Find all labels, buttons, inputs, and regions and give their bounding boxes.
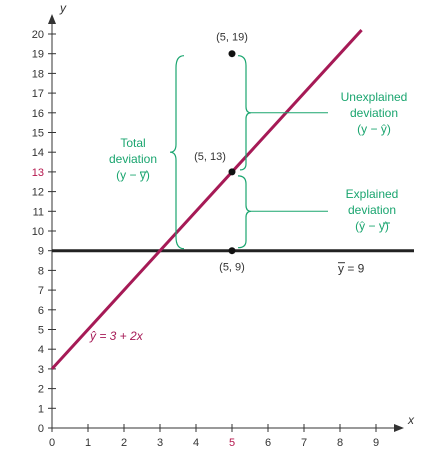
- data-point-label: (5, 9): [219, 262, 245, 274]
- y-tick-label: 10: [32, 226, 44, 238]
- explained-deviation-label-line: (ŷ − y): [355, 219, 389, 233]
- y-tick-label: 9: [38, 246, 44, 258]
- total-deviation-label-line: deviation: [109, 152, 157, 166]
- y-tick-label: 17: [32, 88, 44, 100]
- x-tick-label: 9: [373, 437, 379, 449]
- y-tick-label: 18: [32, 68, 44, 80]
- y-tick-label: 2: [38, 384, 44, 396]
- y-axis-title: y: [59, 1, 67, 15]
- mean-line-label: y = 9: [338, 262, 365, 276]
- x-tick-label: 3: [157, 437, 163, 449]
- data-point: [228, 168, 236, 176]
- y-tick-label: 3: [38, 364, 44, 376]
- y-tick-label: 15: [32, 128, 44, 140]
- x-tick-label: 5: [229, 437, 235, 449]
- x-tick-label: 0: [49, 437, 55, 449]
- regression-equation-label: ŷ = 3 + 2x: [89, 329, 144, 343]
- y-axis-arrow: [48, 14, 56, 24]
- total-deviation-label-line: Total: [120, 136, 145, 150]
- x-axis-title: x: [407, 413, 415, 427]
- y-tick-label: 1: [38, 403, 44, 415]
- data-points: (5, 19) (5, 13) (5, 9): [194, 32, 248, 274]
- axes: [48, 14, 404, 432]
- unexplained-deviation-label-line: (y − ŷ): [357, 122, 391, 136]
- total-deviation-label-line: (y − y): [116, 168, 150, 182]
- y-tick-label: 5: [38, 325, 44, 337]
- y-tick-label: 7: [38, 285, 44, 297]
- data-point: [228, 50, 236, 58]
- y-tick-label: 0: [38, 423, 44, 435]
- x-tick-label: 4: [193, 437, 199, 449]
- y-tick-label: 20: [32, 29, 44, 41]
- x-tick-label: 8: [337, 437, 343, 449]
- y-tick-label: 13: [32, 167, 44, 179]
- y-tick-label: 16: [32, 108, 44, 120]
- data-point-label: (5, 13): [194, 151, 226, 163]
- y-tick-label: 6: [38, 305, 44, 317]
- total-deviation-brace: [169, 55, 185, 250]
- explained-deviation-label-line: Explained: [346, 187, 399, 201]
- x-axis-arrow: [394, 424, 404, 432]
- y-tick-label: 14: [32, 147, 44, 159]
- x-tick-label: 2: [121, 437, 127, 449]
- unexplained-deviation-label-line: Unexplained: [341, 90, 408, 104]
- data-point: [228, 247, 236, 255]
- data-point-label: (5, 19): [216, 32, 248, 44]
- y-tick-label: 4: [38, 344, 44, 356]
- explained-deviation-brace: [237, 175, 252, 249]
- x-tick-label: 6: [265, 437, 271, 449]
- x-tick-label: 7: [301, 437, 307, 449]
- explained-deviation-label-line: deviation: [348, 203, 396, 217]
- y-tick-label: 11: [33, 206, 44, 218]
- y-tick-label: 19: [32, 49, 44, 61]
- unexplained-deviation-label-line: deviation: [350, 106, 398, 120]
- regression-line: [50, 29, 363, 370]
- y-tick-label: 8: [38, 265, 44, 277]
- annotations: y = 9 ŷ = 3 + 2x Total deviation (y − y) Unex…: [89, 55, 408, 343]
- x-tick-label: 1: [85, 437, 91, 449]
- y-tick-label: 12: [32, 187, 44, 199]
